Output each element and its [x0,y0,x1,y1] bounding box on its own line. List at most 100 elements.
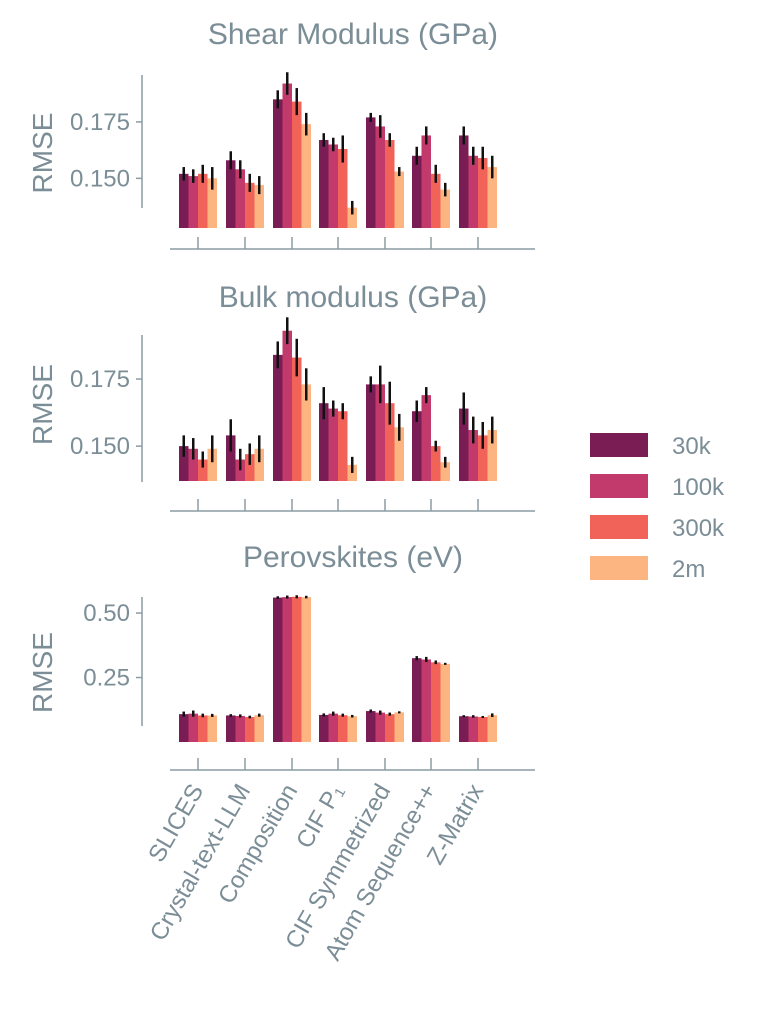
bar-300k-7 [478,435,488,481]
bar-100k-6 [421,659,431,742]
y-tick-label: 0.175 [70,366,130,393]
bar-30k-7 [459,135,469,228]
bar-2m-6 [440,462,450,481]
bar-100k-7 [468,155,478,228]
bar-2m-5 [394,712,404,742]
chart-panel-2: Bulk modulus (GPa) RMSE 0.150 0.175 [27,281,535,512]
bar-100k-2 [235,169,245,228]
bar-300k-1 [198,715,208,742]
y-tick-label: 0.25 [83,665,130,692]
bar-100k-1 [188,176,198,228]
legend-swatch-2m [590,556,648,580]
y-axis-label: RMSE [27,632,58,713]
bar-300k-6 [431,662,441,742]
bar-30k-1 [179,446,189,481]
bar-2m-1 [207,715,217,742]
bar-30k-4 [319,403,329,481]
bar-2m-4 [347,716,357,742]
bar-30k-4 [319,139,329,228]
bar-30k-2 [226,160,236,228]
bar-100k-2 [235,715,245,742]
chart-panel-1: Shear Modulus (GPa) RMSE 0.150 0.175 [27,18,535,250]
legend: 30k 100k 300k 2m [590,433,725,583]
bar-2m-2 [254,185,264,228]
bar-2m-7 [487,430,497,481]
bar-300k-7 [478,716,488,742]
bar-300k-3 [292,101,302,228]
bar-300k-1 [198,459,208,481]
bar-300k-5 [385,714,395,742]
y-tick-label: 0.150 [70,433,130,460]
bar-30k-7 [459,408,469,481]
legend-swatch-300k [590,515,648,539]
bar-100k-5 [375,384,385,481]
bar-100k-5 [375,126,385,228]
bar-30k-1 [179,173,189,228]
bar-30k-1 [179,714,189,742]
bar-2m-7 [487,167,497,228]
bar-300k-4 [338,149,348,228]
bar-30k-3 [273,597,283,742]
y-tick-label: 0.150 [70,165,130,192]
bar-2m-5 [394,427,404,481]
bar-100k-7 [468,716,478,742]
bar-30k-5 [366,117,376,228]
bar-100k-1 [188,713,198,742]
bar-30k-3 [273,99,283,228]
bar-300k-2 [245,182,255,228]
bar-2m-2 [254,715,264,742]
bar-2m-3 [301,384,311,481]
bar-300k-3 [292,596,302,742]
y-axis-label: RMSE [27,364,58,445]
legend-label-2m: 2m [672,556,705,583]
chart-title: Bulk modulus (GPa) [219,281,487,314]
legend-label-300k: 300k [672,515,725,542]
bar-2m-4 [347,207,357,228]
bar-100k-3 [282,83,292,229]
bar-30k-2 [226,435,236,481]
bar-30k-3 [273,354,283,481]
bar-100k-3 [282,330,292,481]
chart-title: Perovskites (eV) [243,541,463,574]
legend-label-100k: 100k [672,474,725,501]
bar-100k-4 [328,408,338,481]
bar-2m-6 [440,663,450,742]
chart-title: Shear Modulus (GPa) [208,18,498,51]
bar-30k-2 [226,715,236,742]
bar-2m-1 [207,448,217,481]
bar-30k-6 [412,658,422,742]
bar-2m-1 [207,178,217,228]
bar-300k-4 [338,715,348,742]
legend-label-30k: 30k [672,433,712,460]
bar-100k-4 [328,713,338,742]
bar-100k-7 [468,430,478,481]
bar-300k-4 [338,411,348,481]
bar-300k-1 [198,173,208,228]
bar-2m-7 [487,715,497,742]
bar-30k-6 [412,411,422,481]
bar-2m-3 [301,124,311,228]
bar-30k-4 [319,714,329,742]
bar-100k-4 [328,144,338,228]
y-tick-label: 0.50 [83,600,130,627]
bar-30k-5 [366,711,376,742]
bar-100k-3 [282,597,292,742]
bar-100k-1 [188,448,198,481]
bar-100k-5 [375,712,385,742]
bar-300k-5 [385,139,395,228]
bar-300k-6 [431,173,441,228]
y-tick-label: 0.175 [70,109,130,136]
bar-300k-7 [478,158,488,228]
legend-swatch-30k [590,433,648,457]
bar-300k-5 [385,403,395,481]
y-axis-label: RMSE [27,113,58,194]
bar-300k-3 [292,357,302,481]
bar-2m-3 [301,597,311,742]
bar-300k-2 [245,454,255,481]
chart-panel-3: Perovskites (eV)RMSE 0.250.50SLICESCrysta… [27,541,535,965]
bar-300k-6 [431,446,441,481]
legend-swatch-100k [590,474,648,498]
bar-2m-5 [394,171,404,228]
bar-2m-6 [440,189,450,228]
